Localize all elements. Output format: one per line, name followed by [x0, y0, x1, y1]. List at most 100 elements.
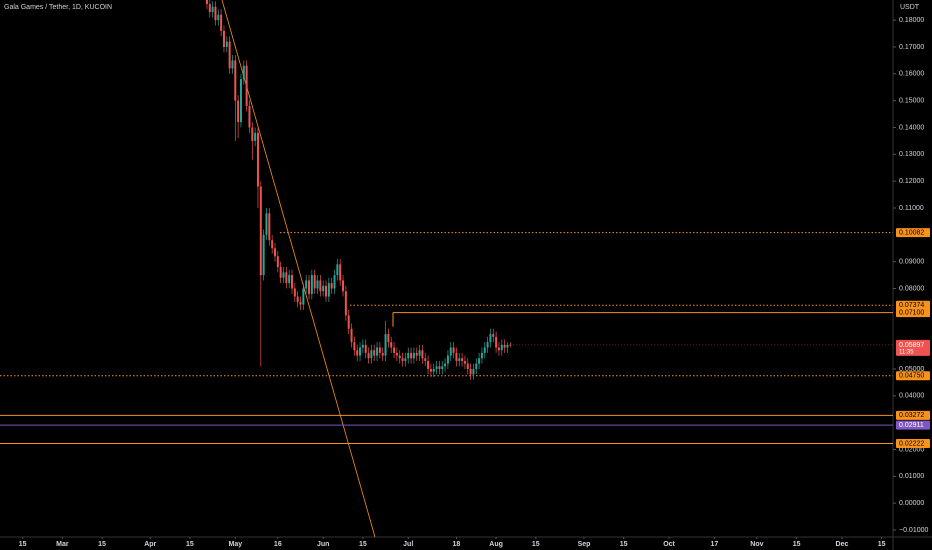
- candle-body: [478, 358, 481, 364]
- x-tick-label: 16: [274, 541, 282, 548]
- candle-body: [461, 358, 464, 361]
- candle-body: [342, 280, 345, 292]
- candle-body: [381, 352, 384, 356]
- candle-body: [412, 352, 415, 359]
- candle-body: [228, 41, 231, 69]
- candle-body: [435, 366, 438, 370]
- candle-body: [259, 186, 262, 276]
- candle-body: [205, 0, 208, 5]
- candle-body: [220, 14, 223, 31]
- candle-body: [361, 344, 364, 348]
- candle-body: [401, 358, 404, 361]
- candle-body: [234, 60, 237, 101]
- candle-body: [376, 347, 379, 356]
- candle-body: [455, 352, 458, 361]
- candle-body: [208, 4, 211, 13]
- candle-body: [242, 65, 245, 80]
- x-tick-label: Dec: [836, 541, 849, 548]
- y-tick-label: 0.18000: [899, 17, 924, 24]
- candle-body: [211, 6, 214, 13]
- candle-body: [293, 288, 296, 297]
- candle-body: [336, 264, 339, 276]
- candle-body: [347, 315, 350, 329]
- price-line-tag: [896, 300, 930, 310]
- candle-body: [458, 358, 461, 361]
- y-tick-label: 0.12000: [899, 178, 924, 185]
- candle-body: [344, 291, 347, 316]
- y-tick-label: 0.09000: [899, 259, 924, 266]
- candle-body: [492, 334, 495, 337]
- candle-body: [395, 352, 398, 356]
- candle-body: [415, 352, 418, 356]
- y-tick-label: 0.04000: [899, 393, 924, 400]
- x-tick-label: Oct: [663, 541, 675, 548]
- x-tick-label: 15: [793, 541, 801, 548]
- candle-body: [367, 352, 370, 359]
- candle-body: [438, 366, 441, 370]
- candle-body: [432, 369, 435, 372]
- candle-body: [319, 280, 322, 292]
- candle-body: [302, 288, 305, 305]
- candle-body: [410, 352, 413, 359]
- candle-body: [441, 366, 444, 370]
- candle-body: [262, 234, 265, 276]
- y-tick-label: 0.05000: [899, 366, 924, 373]
- x-tick-label: 15: [359, 541, 367, 548]
- candle-body: [429, 369, 432, 372]
- y-tick-label: 0.15000: [899, 97, 924, 104]
- candle-body: [463, 360, 466, 364]
- candle-body: [500, 344, 503, 351]
- x-tick-label: Nov: [750, 541, 763, 548]
- candle-body: [271, 240, 274, 249]
- candle-body: [279, 267, 282, 278]
- y-tick-label: 0.16000: [899, 71, 924, 78]
- candle-body: [356, 350, 359, 356]
- candle-body: [265, 213, 268, 235]
- x-tick-label: 15: [878, 541, 886, 548]
- candle-body: [359, 347, 362, 356]
- candle-body: [469, 369, 472, 375]
- price-line-tag: [896, 439, 930, 449]
- candle-body: [273, 248, 276, 257]
- price-line-label: 0.02911: [899, 422, 924, 429]
- candle-body: [480, 352, 483, 359]
- candle-body: [398, 355, 401, 359]
- candle-body: [449, 347, 452, 356]
- candle-body: [424, 358, 427, 361]
- currency-label: USDT: [900, 4, 920, 11]
- candle-body: [327, 283, 330, 297]
- price-line-tag: [896, 420, 930, 430]
- candle-body: [378, 347, 381, 353]
- candle-body: [310, 275, 313, 294]
- candle-body: [497, 347, 500, 351]
- candle-body: [288, 275, 291, 284]
- x-tick-label: 18: [453, 541, 461, 548]
- price-line-label: 0.02222: [899, 440, 924, 447]
- candle-body: [268, 213, 271, 241]
- candle-body: [452, 347, 455, 353]
- y-tick-label: 0.08000: [899, 285, 924, 292]
- candle-body: [483, 347, 486, 353]
- candle-body: [285, 272, 288, 284]
- candle-body: [390, 342, 393, 348]
- candle-body: [245, 65, 248, 107]
- candle-body: [503, 344, 506, 348]
- price-line-tag: [896, 371, 930, 381]
- candle-body: [339, 264, 342, 281]
- candle-body: [248, 106, 251, 128]
- candle-body: [506, 344, 509, 348]
- x-tick-label: Mar: [56, 541, 69, 548]
- candle-body: [231, 60, 234, 69]
- last-price-label: 0.05897: [899, 342, 924, 349]
- chart-title: Gala Games / Tether, 1D, KUCOIN: [4, 4, 112, 11]
- y-tick-label: −0.01000: [899, 527, 928, 534]
- candle-body: [350, 328, 353, 343]
- candle-body: [282, 272, 285, 278]
- candle-body: [427, 360, 430, 370]
- x-tick-label: 15: [98, 541, 106, 548]
- candle-body: [214, 6, 217, 21]
- candle-body: [225, 41, 228, 47]
- candle-body: [418, 350, 421, 356]
- candle-body: [446, 355, 449, 364]
